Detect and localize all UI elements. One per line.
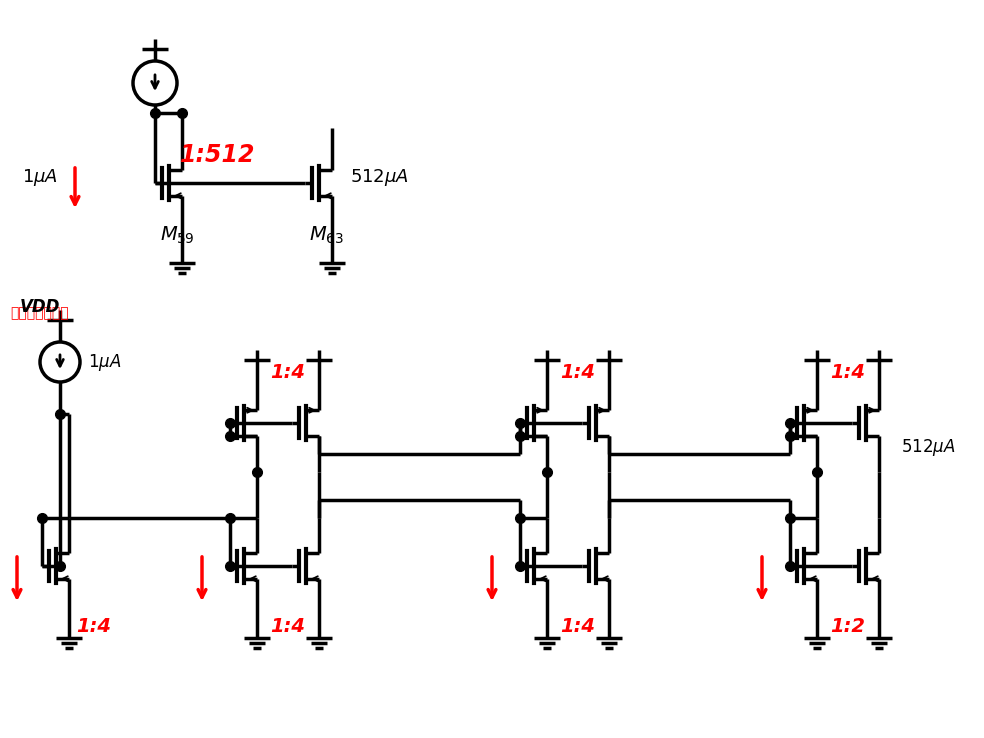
Text: $M_{63}$: $M_{63}$ <box>310 224 344 246</box>
Text: $M_{59}$: $M_{59}$ <box>159 224 194 246</box>
Text: $1\mu A$: $1\mu A$ <box>88 351 121 373</box>
Text: 推荐的做法是：: 推荐的做法是： <box>10 306 69 320</box>
Text: $512\mu A$: $512\mu A$ <box>901 438 955 458</box>
Text: 1:4: 1:4 <box>830 364 866 382</box>
Text: 1:4: 1:4 <box>271 616 305 635</box>
Text: VDD: VDD <box>20 298 60 316</box>
Text: $512\mu A$: $512\mu A$ <box>350 168 409 188</box>
Text: 1:2: 1:2 <box>830 616 866 635</box>
Text: 1:512: 1:512 <box>180 143 256 167</box>
Text: 1:4: 1:4 <box>271 364 305 382</box>
Text: 1:4: 1:4 <box>561 364 595 382</box>
Text: $1\mu A$: $1\mu A$ <box>22 168 58 188</box>
Text: 1:4: 1:4 <box>77 616 111 635</box>
Text: 1:4: 1:4 <box>561 616 595 635</box>
